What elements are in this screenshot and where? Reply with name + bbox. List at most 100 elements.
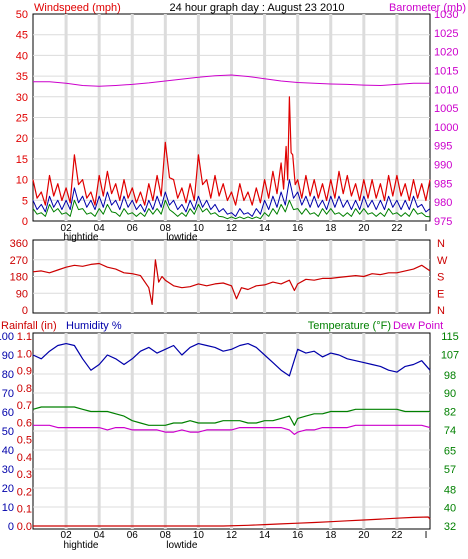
compass-tick-label: E [437,288,444,300]
gust-series [32,96,431,206]
temperature-series [32,406,430,426]
direction-series [32,259,431,305]
x-tick-label: 08 [160,223,172,234]
x-tick-label: 20 [358,530,370,541]
rainfall-tick-label: 0.3 [17,469,32,481]
windspeed-tick-label: 45 [16,30,28,42]
direction-tick-label: 180 [10,272,28,284]
humidity-tick-label: 20 [2,483,14,495]
humidity-tick-label: 10 [2,502,14,514]
temperature-tick-label: 57 [444,464,456,476]
barometer-series [33,74,430,87]
dewpoint-axis-title: Dew Point [393,320,443,332]
barometer-tick-label: 1000 [434,122,458,134]
compass-tick-label: S [437,272,444,284]
humidity-tick-label: 90 [2,350,14,362]
windspeed-tick-label: 50 [16,9,28,21]
x-tick-label: I [425,223,428,234]
windspeed-tick-label: 20 [16,133,28,145]
compass-tick-label: N [437,305,445,317]
humidity-tick-label: 40 [2,445,14,457]
axis-ticks: 0510152025303540455097598098599099510001… [0,9,459,551]
x-tick-label: 22 [391,530,403,541]
x-tick-label: 10 [193,530,205,541]
series-lines [32,74,431,527]
humidity-tick-label: 60 [2,407,14,419]
wind_green-series [32,199,431,220]
x-tick-label: 20 [358,223,370,234]
dewpoint-series [33,424,431,435]
x-tick-label: 16 [292,223,304,234]
barometer-tick-label: 1030 [434,9,458,21]
barometer-tick-label: 1005 [434,103,458,115]
windspeed-tick-label: 10 [16,175,28,187]
humidity-tick-label: 100 [0,331,14,343]
avg_wind-series [32,179,431,217]
x-tick-label: 04 [94,530,106,541]
temperature-tick-label: 65 [444,445,456,457]
windspeed-axis-title: Windspeed (mph) [34,2,121,14]
windspeed-tick-label: 15 [16,154,28,166]
compass-tick-label: W [437,255,448,267]
windspeed-tick-label: 25 [16,113,28,125]
direction-tick-label: 0 [22,305,28,317]
barometer-axis-title: Barometer (mb) [389,2,466,14]
tide-label: hightide [63,540,98,551]
tide-label: lowtide [166,540,198,551]
tide-label: hightide [63,232,98,243]
x-tick-label: 22 [391,223,403,234]
barometer-tick-label: 1015 [434,65,458,77]
x-tick-label: 04 [94,223,106,234]
temperature-tick-label: 98 [444,370,456,382]
grid-lines [33,14,430,529]
x-tick-label: 02 [61,223,73,234]
x-tick-label: 18 [325,223,337,234]
humidity-tick-label: 0 [8,521,14,533]
temperature-tick-label: 74 [444,425,456,437]
rainfall-tick-label: 0.4 [17,452,32,464]
humidity-tick-label: 80 [2,369,14,381]
windspeed-tick-label: 5 [22,195,28,207]
x-tick-label: 18 [325,530,337,541]
humidity-tick-label: 30 [2,464,14,476]
barometer-tick-label: 975 [434,216,452,228]
temperature-tick-label: 107 [441,349,459,361]
barometer-tick-label: 1010 [434,84,458,96]
humidity-axis-title: Humidity % [66,320,122,332]
temperature-tick-label: 115 [441,331,459,343]
rainfall-tick-label: 0.6 [17,417,32,429]
x-tick-label: 14 [259,223,271,234]
temperature-tick-label: 40 [444,503,456,515]
rainfall-tick-label: 0.0 [17,521,32,533]
temperature-tick-label: 90 [444,388,456,400]
humidity-series [32,343,431,377]
rainfall-axis-title: Rainfall (in) [1,320,57,332]
barometer-tick-label: 985 [434,178,452,190]
barometer-tick-label: 1020 [434,47,458,59]
windspeed-tick-label: 35 [16,71,28,83]
barometer-tick-label: 995 [434,141,452,153]
humidity-tick-label: 50 [2,426,14,438]
x-tick-label: 10 [193,223,205,234]
compass-tick-label: N [437,238,445,250]
rainfall-tick-label: 0.8 [17,383,32,395]
rainfall-tick-label: 0.2 [17,486,32,498]
temperature-axis-title: Temperature (°F) [308,320,391,332]
rainfall-tick-label: 1.0 [17,348,32,360]
barometer-tick-label: 990 [434,160,452,172]
direction-tick-label: 90 [16,288,28,300]
x-tick-label: 14 [259,530,271,541]
rainfall-tick-label: 0.5 [17,435,32,447]
temperature-tick-label: 82 [444,407,456,419]
x-tick-label: 02 [61,530,73,541]
tide-label: lowtide [166,232,198,243]
rainfall-tick-label: 0.1 [17,504,32,516]
temperature-tick-label: 32 [444,521,456,533]
x-tick-label: 08 [160,530,172,541]
direction-tick-label: 270 [10,255,28,267]
rainfall-tick-label: 1.1 [17,331,32,343]
barometer-tick-label: 980 [434,197,452,209]
windspeed-tick-label: 0 [22,216,28,228]
humidity-tick-label: 70 [2,388,14,400]
